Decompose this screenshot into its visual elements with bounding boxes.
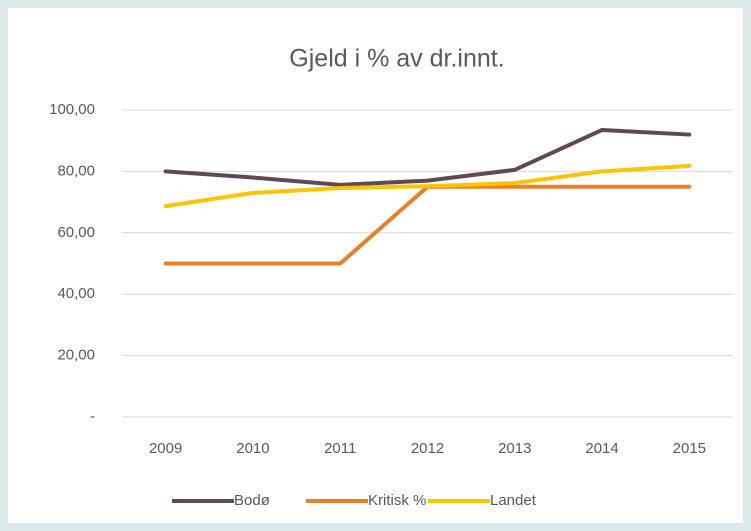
y-tick-label: 60,00 <box>57 224 95 241</box>
x-tick-label: 2011 <box>324 440 356 457</box>
series-line <box>163 163 692 209</box>
series-line <box>163 127 692 187</box>
legend-label: Landet <box>490 492 537 509</box>
x-tick-label: 2014 <box>585 440 618 457</box>
x-tick-label: 2015 <box>673 440 706 457</box>
chart-area <box>8 8 743 523</box>
y-tick-label: 20,00 <box>57 347 95 364</box>
y-tick-label: - <box>90 408 95 425</box>
legend-label: Bodø <box>234 492 270 509</box>
y-tick-label: 100,00 <box>49 101 95 118</box>
legend-label: Kritisk % <box>368 492 426 509</box>
x-tick-label: 2013 <box>498 440 531 457</box>
x-tick-label: 2010 <box>236 440 269 457</box>
y-tick-label: 40,00 <box>57 285 95 302</box>
x-tick-label: 2012 <box>411 440 444 457</box>
y-tick-label: 80,00 <box>57 162 95 179</box>
x-tick-label: 2009 <box>149 440 182 457</box>
chart-title: Gjeld i % av dr.innt. <box>289 45 504 73</box>
